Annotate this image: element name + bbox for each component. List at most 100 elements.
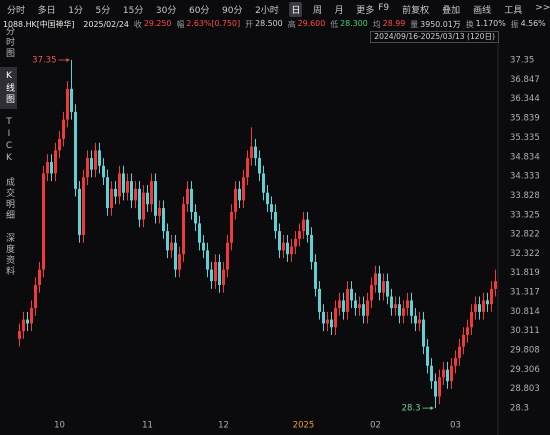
period-tab[interactable]: 分时 (7, 5, 26, 16)
candle-body (482, 300, 485, 312)
candle-body (294, 238, 297, 247)
period-tab[interactable]: 15分 (122, 5, 144, 16)
candle-body (414, 315, 417, 324)
period-tab[interactable]: 60分 (188, 5, 210, 16)
candle-body (334, 308, 337, 328)
tool-button[interactable]: >> (535, 2, 550, 13)
candle-body (138, 188, 141, 220)
period-tab[interactable]: 周 (313, 5, 323, 16)
quote-field: 换 1.170% (466, 19, 506, 30)
period-tab[interactable]: 多日 (37, 5, 56, 16)
candle-body (238, 188, 241, 201)
candle-body (86, 158, 89, 178)
candle-body (358, 304, 361, 309)
candle-body (222, 269, 225, 285)
candle-body (226, 242, 229, 270)
marker-arrowhead (430, 406, 434, 411)
candle-body (218, 261, 221, 285)
candle-body (434, 381, 437, 397)
candle-body (378, 273, 381, 293)
candle-body (470, 311, 473, 328)
candle-body (262, 173, 265, 193)
period-tab[interactable]: 日 (289, 1, 303, 17)
candle-body (382, 281, 385, 293)
field-value: 29.600 (297, 18, 326, 28)
side-tab[interactable]: 成交明细 (4, 177, 14, 221)
quote-field: 低 28.300 (330, 19, 368, 30)
candle-body (78, 188, 81, 235)
y-tick-label: 32.322 (510, 249, 540, 259)
candle-body (38, 269, 41, 285)
y-tick-label: 34.333 (510, 172, 540, 182)
candle-body (234, 188, 237, 212)
period-tab[interactable]: 更多 (356, 5, 375, 16)
candle-body (58, 138, 61, 151)
candle-body (18, 331, 21, 339)
candle-body (450, 365, 453, 382)
period-tab[interactable]: 30分 (155, 5, 177, 16)
side-tab[interactable]: K线图 (0, 67, 17, 109)
y-tick-label: 37.35 (510, 56, 534, 66)
candle-body (22, 319, 25, 332)
candle-body (386, 281, 389, 297)
candle-body (274, 211, 277, 232)
side-tab[interactable]: 分时图 (4, 26, 14, 59)
candle-body (250, 146, 253, 159)
candle-body (338, 300, 341, 309)
candle-body (350, 288, 353, 301)
tool-button[interactable]: 前复权 (402, 5, 430, 16)
quote-field: 幅 2.63%[0.750] (176, 19, 240, 30)
candle-body (346, 288, 349, 312)
candle-body (126, 181, 129, 193)
candle-body (158, 208, 161, 216)
candle-body (62, 119, 65, 139)
candle-body (82, 177, 85, 235)
field-value: 29.250 (143, 18, 172, 28)
candle-body (198, 223, 201, 243)
period-tab[interactable]: 5分 (95, 5, 111, 16)
candle-body (42, 173, 45, 270)
candle-body (302, 219, 305, 232)
candle-body (70, 88, 73, 112)
y-tick-label: 29.306 (510, 365, 540, 375)
y-tick-label: 33.828 (510, 191, 540, 201)
period-tab[interactable]: 2小时 (255, 5, 279, 16)
candle-body (390, 296, 393, 309)
extreme-label: 37.35 (32, 56, 56, 66)
candle-body (298, 231, 301, 239)
tool-button[interactable]: 叠加 (442, 5, 461, 16)
field-label: 均 (372, 19, 381, 29)
candle-body (394, 304, 397, 309)
side-tab[interactable]: 深度资料 (4, 233, 14, 277)
period-tab[interactable]: 90分 (222, 5, 243, 16)
candle-body (254, 146, 257, 159)
period-tab[interactable]: 1分 (68, 5, 83, 16)
quote-field: 均 28.99 (373, 19, 406, 30)
candle-body (94, 150, 97, 170)
quote-date: 2025/02/24 (83, 19, 129, 29)
candle-body (430, 365, 433, 382)
candle-body (466, 327, 469, 335)
side-tab[interactable]: TICK (4, 117, 14, 165)
candle-body (66, 88, 69, 120)
y-tick-label: 31.819 (510, 268, 540, 278)
period-tab[interactable]: 月 (334, 5, 344, 16)
quote-row: 1088.HK[中国神华] 2025/02/24 收 29.250 幅 2.63%[0… (3, 18, 550, 30)
candle-body (102, 165, 105, 178)
y-tick-label: 35.839 (510, 114, 540, 124)
x-tick-label: 02 (370, 421, 381, 431)
candle-body (442, 369, 445, 378)
y-tick-label: 34.834 (510, 152, 540, 162)
candle-body (34, 285, 37, 309)
quote-field: 振 4.56% (511, 19, 546, 30)
candle-body (118, 173, 121, 197)
tool-button[interactable]: 工具 (504, 5, 523, 16)
candle-body (326, 319, 329, 324)
candle-body (366, 300, 369, 316)
tool-button[interactable]: 画线 (473, 5, 492, 16)
tool-button[interactable]: F9 (378, 2, 390, 13)
candle-body (422, 319, 425, 347)
y-tick-label: 28.803 (510, 384, 540, 394)
